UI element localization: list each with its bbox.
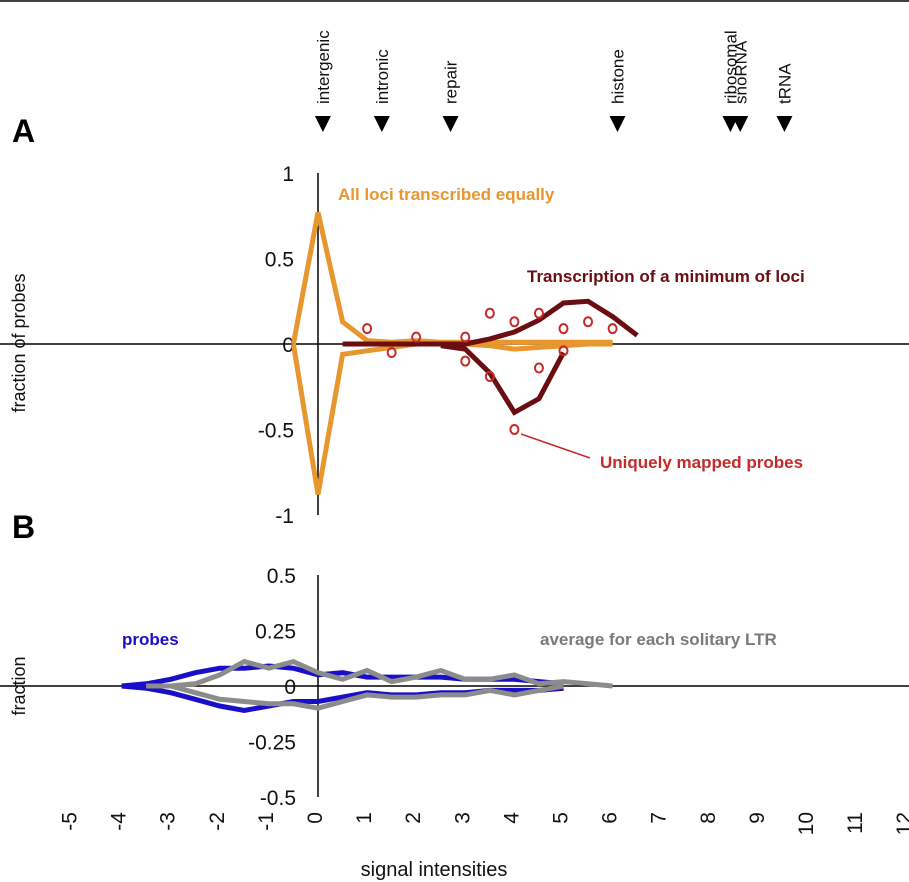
x-tick-label: -4: [108, 812, 131, 831]
legend-all-loci-transcribed-equally: All loci transcribed equally: [338, 185, 555, 204]
panel-a-point: [583, 316, 594, 328]
panel-a-point: [411, 331, 422, 343]
panel-a-y-tick-label: 0.5: [265, 249, 294, 272]
panel-a-point: [362, 323, 373, 335]
panel-a: A fraction of probes 1 0.5 0 -0.5 -1 All loc…: [0, 113, 909, 528]
x-tick-label: 12: [893, 812, 909, 835]
legend-average-solitary-ltr: average for each solitary LTR: [540, 630, 777, 649]
panel-a-y-tick-label: 0: [282, 334, 294, 357]
panel-a-y-ticks: 1 0.5 0 -0.5 -1: [258, 163, 294, 528]
panel-a-point: [386, 347, 397, 359]
panel-a-point: [460, 355, 471, 367]
panel-a-point: [607, 323, 618, 335]
panel-b: B fraction 0.50.250-0.25-0.5 -5 -4 -3 -2 -1 0…: [0, 509, 909, 881]
panel-a-series-line: [440, 343, 566, 416]
annotation-label: histone: [609, 49, 628, 104]
annotation-label: snoRNA: [731, 40, 750, 104]
panel-b-y-tick-label: 0.25: [255, 621, 296, 644]
panel-a-point: [460, 331, 471, 343]
annotation-marker-icon: [442, 116, 459, 132]
panel-b-series: [121, 658, 613, 713]
panel-a-y-tick-label: 1: [282, 163, 294, 186]
annotation-marker-icon: [373, 116, 390, 132]
panel-a-point: [484, 307, 495, 319]
panel-a-point: [484, 370, 495, 382]
x-tick-label: 2: [402, 812, 425, 824]
panel-b-series-line: [146, 658, 613, 689]
panel-a-point: [509, 316, 520, 328]
annotation-marker-icon: [776, 116, 793, 132]
x-tick-label: 9: [746, 812, 769, 824]
annotation-label: intronic: [373, 49, 392, 104]
panel-a-point: [558, 323, 569, 335]
x-tick-label: -1: [255, 812, 278, 831]
annotation-marker-icon: [732, 116, 749, 132]
panel-a-series: [290, 211, 639, 495]
panel-a-point: [533, 362, 544, 374]
x-tick-label: -3: [157, 812, 180, 831]
panel-a-y-axis-label: fraction of probes: [9, 273, 29, 412]
panel-b-x-ticks: -5 -4 -3 -2 -1 0 1 2 3 4 5 6 7 8 9 10 11 12: [59, 812, 909, 836]
annotation-marker-icon: [609, 116, 626, 132]
x-tick-label: 0: [304, 812, 327, 824]
legend-transcription-minimum-of-loci: Transcription of a minimum of loci: [527, 267, 805, 286]
panel-b-y-tick-label: 0.5: [267, 565, 296, 588]
uniquely-mapped-probes-leader-line: [520, 433, 591, 459]
annotation-label: tRNA: [775, 63, 794, 104]
panel-a-point: [558, 345, 569, 357]
x-tick-label: 1: [353, 812, 376, 824]
panel-a-label: A: [12, 113, 35, 149]
x-tick-label: 7: [648, 812, 671, 824]
panel-b-y-ticks: 0.5 0.25 0 -0.25 -0.5: [248, 565, 296, 810]
legend-uniquely-mapped-probes: Uniquely mapped probes: [600, 453, 803, 472]
panel-a-y-tick-label: -1: [275, 505, 294, 528]
panel-b-label: B: [12, 509, 35, 545]
panel-b-y-tick-label: 0: [284, 676, 296, 699]
legend-probes: probes: [122, 630, 179, 649]
gene-category-annotations: intergenic intronic repair histone ribosomal…: [314, 30, 794, 132]
x-tick-label: 3: [451, 812, 474, 824]
annotation-label: intergenic: [314, 30, 333, 104]
panel-b-y-tick-label: -0.5: [260, 787, 296, 810]
x-tick-label: -2: [206, 812, 229, 831]
panel-b-series-line: [146, 683, 564, 711]
x-tick-label: 5: [550, 812, 573, 824]
x-tick-label: 6: [599, 812, 622, 824]
x-tick-label: 10: [795, 812, 818, 835]
panel-a-series-line: [290, 341, 613, 495]
annotation-label: ribosomal: [721, 30, 740, 104]
annotation-label: repair: [442, 60, 461, 104]
panel-a-point: [509, 424, 520, 435]
x-axis-label: signal intensities: [361, 859, 508, 881]
x-tick-label: -5: [59, 812, 82, 831]
x-tick-label: 4: [500, 812, 523, 824]
panel-a-y-tick-label: -0.5: [258, 420, 294, 443]
panel-a-point: [533, 307, 544, 319]
panel-b-y-tick-label: -0.25: [248, 732, 296, 755]
x-tick-label: 11: [844, 812, 867, 834]
x-tick-label: 8: [697, 812, 720, 824]
panel-a-series-line: [342, 298, 639, 347]
annotation-marker-icon: [314, 116, 331, 132]
